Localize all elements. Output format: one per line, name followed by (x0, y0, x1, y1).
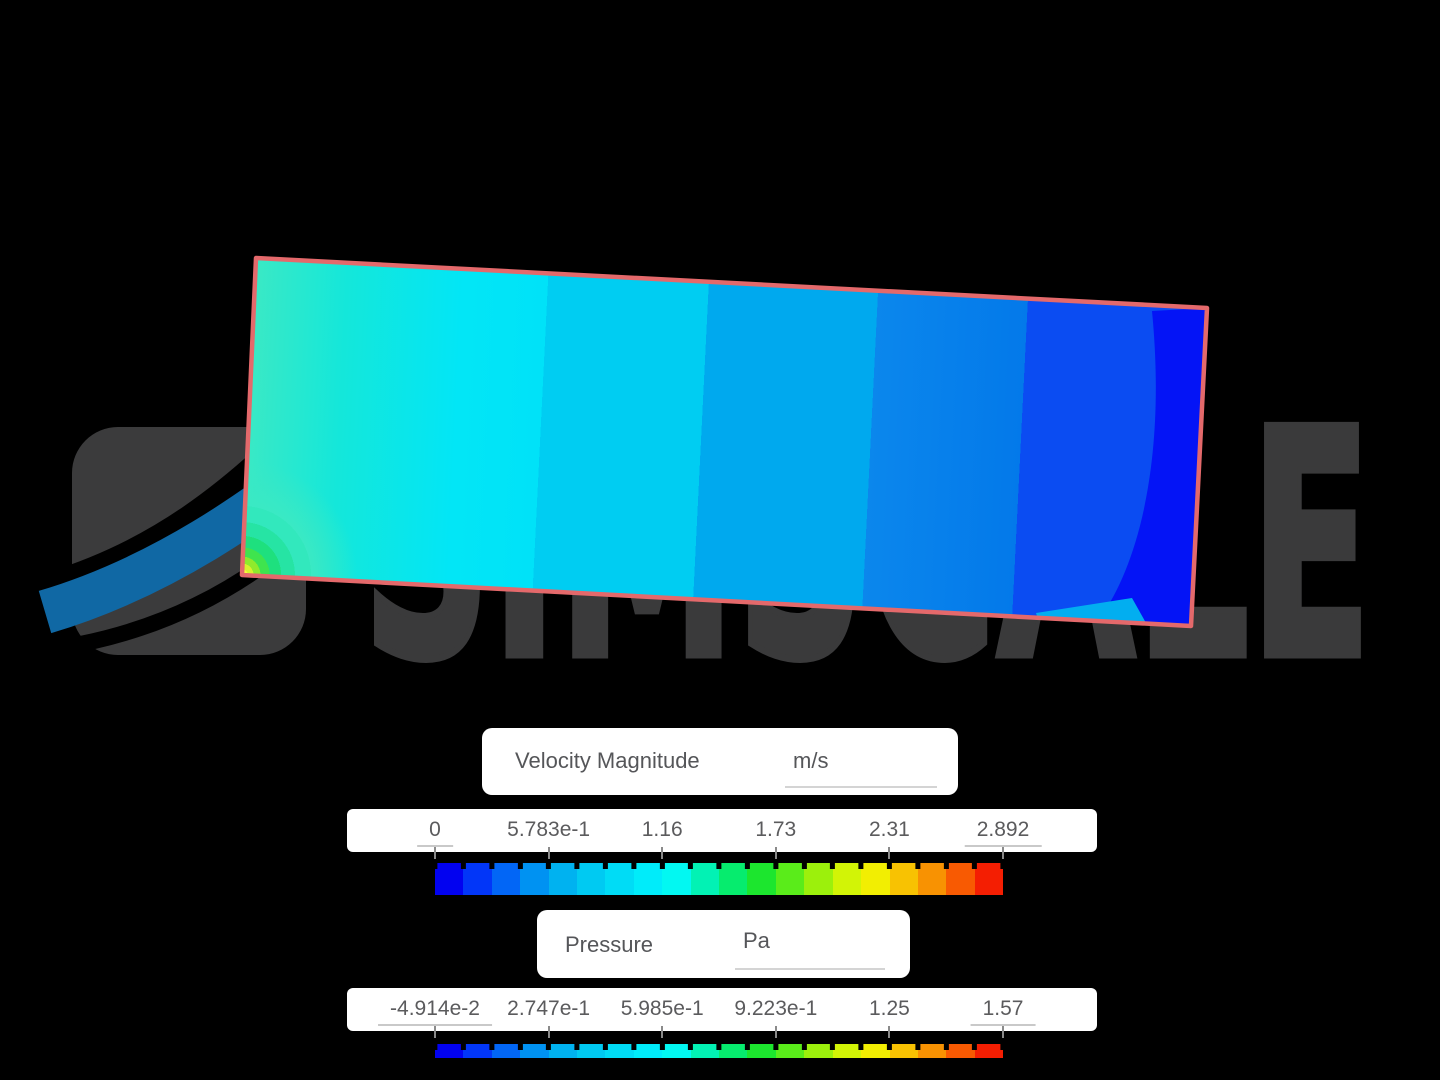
velocity-unit-field[interactable]: m/s (793, 748, 829, 773)
tick-mark (661, 1026, 664, 1038)
velocity-ticks-box: 0 5.783e-1 1.16 1.73 2.31 2.892 (347, 809, 1097, 859)
tick-label: 2.747e-1 (507, 997, 591, 1020)
pressure-colorbar (435, 1044, 1004, 1058)
tick-mark (1002, 1026, 1004, 1038)
tick-mark (774, 847, 777, 859)
pressure-unit-field[interactable]: Pa (743, 928, 770, 953)
pressure-legend-card: Pressure Pa (537, 910, 910, 978)
tick-mark (547, 847, 550, 859)
tick-label: 1.25 (868, 997, 910, 1020)
pressure-legend-title: Pressure (565, 932, 654, 957)
velocity-legend-title: Velocity Magnitude (515, 748, 700, 773)
tick-mark (1002, 847, 1004, 859)
tick-label: 1.73 (755, 818, 797, 841)
tick-label[interactable]: 2.892 (964, 818, 1042, 847)
contour-highlight-border (239, 255, 1210, 629)
contour-darkblue-region (1100, 308, 1207, 626)
tick-label[interactable]: 0 (417, 818, 453, 847)
tick-label: 2.31 (868, 818, 910, 841)
tick-mark (434, 847, 436, 859)
tick-label[interactable]: 1.57 (970, 997, 1036, 1026)
tick-label: 9.223e-1 (734, 997, 818, 1020)
tick-mark (547, 1026, 550, 1038)
tick-mark (888, 1026, 891, 1038)
tick-mark (888, 847, 891, 859)
tick-label: 5.985e-1 (620, 997, 704, 1020)
tick-mark (661, 847, 664, 859)
pressure-ticks-box: -4.914e-2 2.747e-1 5.985e-1 9.223e-1 1.25 1.5… (347, 988, 1097, 1038)
tick-label: 5.783e-1 (507, 818, 591, 841)
pressure-unit-underline (735, 968, 885, 970)
tick-mark (774, 1026, 777, 1038)
velocity-colorbar (435, 863, 1004, 895)
velocity-legend-card: Velocity Magnitude m/s (482, 728, 958, 795)
colorbar-notches (435, 1044, 1003, 1050)
contour-surface[interactable] (242, 258, 1207, 626)
tick-label: 1.16 (641, 818, 683, 841)
colorbar-notches (435, 863, 1003, 869)
velocity-unit-underline (785, 786, 937, 788)
tick-label[interactable]: -4.914e-2 (378, 997, 492, 1026)
tick-mark (434, 1026, 436, 1038)
